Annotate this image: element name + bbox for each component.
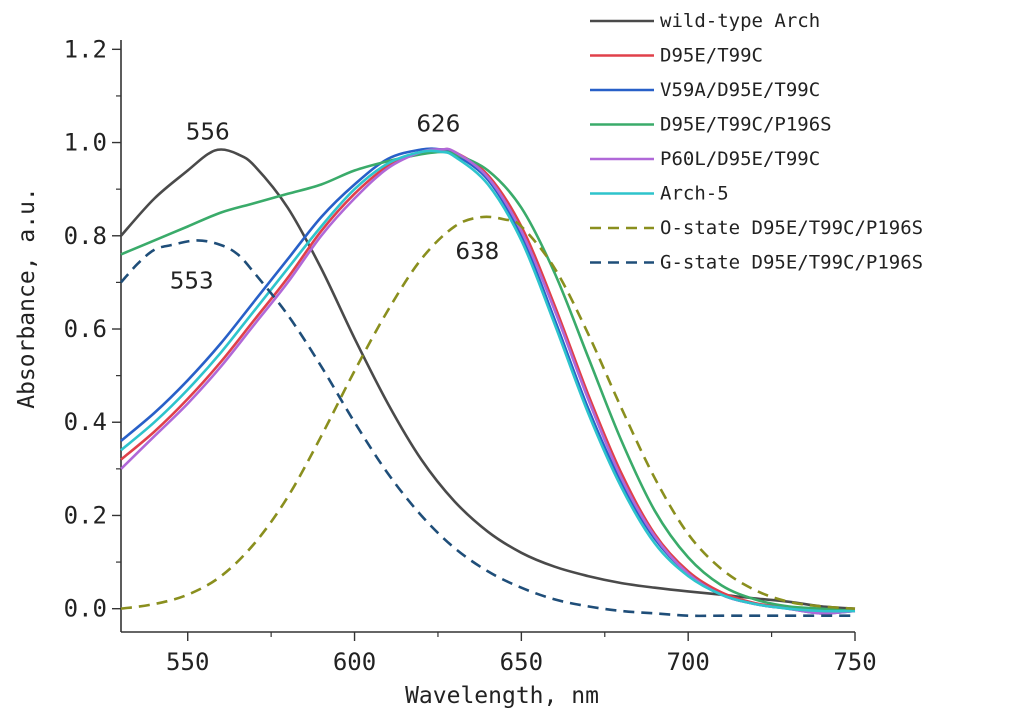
legend-label: D95E/T99C	[660, 45, 763, 67]
series-line-3	[120, 150, 856, 613]
legend-label: G-state D95E/T99C/P196S	[660, 252, 923, 274]
peak-label: 553	[170, 268, 214, 294]
series-line-5	[120, 149, 856, 613]
y-tick-label: 1.0	[64, 129, 107, 157]
y-tick-label: 0.8	[64, 222, 107, 250]
legend-label: Arch-5	[660, 183, 729, 205]
x-tick-label: 700	[667, 648, 710, 676]
legend-label: wild-type Arch	[660, 10, 820, 32]
peak-label: 638	[455, 239, 499, 265]
x-tick-label: 600	[333, 648, 376, 676]
x-tick-label: 750	[833, 648, 876, 676]
series-line-7	[120, 239, 855, 618]
legend-label: P60L/D95E/T99C	[660, 148, 820, 170]
series-layer	[120, 147, 856, 618]
legend-label: D95E/T99C/P196S	[660, 114, 832, 136]
y-tick-label: 0.0	[64, 595, 107, 623]
peak-annotations: 556 626 638 553	[170, 112, 499, 295]
x-tick-label: 550	[166, 648, 209, 676]
y-tick-label: 1.2	[64, 35, 107, 63]
series-line-1	[120, 147, 856, 613]
x-axis-title: Wavelength, nm	[405, 683, 599, 709]
legend-label: O-state D95E/T99C/P196S	[660, 217, 923, 239]
y-tick-label: 0.2	[64, 501, 107, 529]
peak-label: 626	[416, 112, 460, 138]
x-tick-label: 650	[500, 648, 543, 676]
y-tick-label: 0.4	[64, 408, 107, 436]
legend: wild-type Arch D95E/T99C V59A/D95E/T99C D95…	[590, 10, 923, 274]
peak-label: 556	[186, 120, 230, 146]
axes: 550 600 650 700 750 0.0 0.2 0.4 0.6 0.8 1.0 1.2	[64, 35, 877, 676]
series-line-6	[120, 215, 856, 610]
legend-label: V59A/D95E/T99C	[660, 79, 820, 101]
y-tick-label: 0.6	[64, 315, 107, 343]
y-axis-title: Absorbance, a.u.	[14, 187, 40, 409]
